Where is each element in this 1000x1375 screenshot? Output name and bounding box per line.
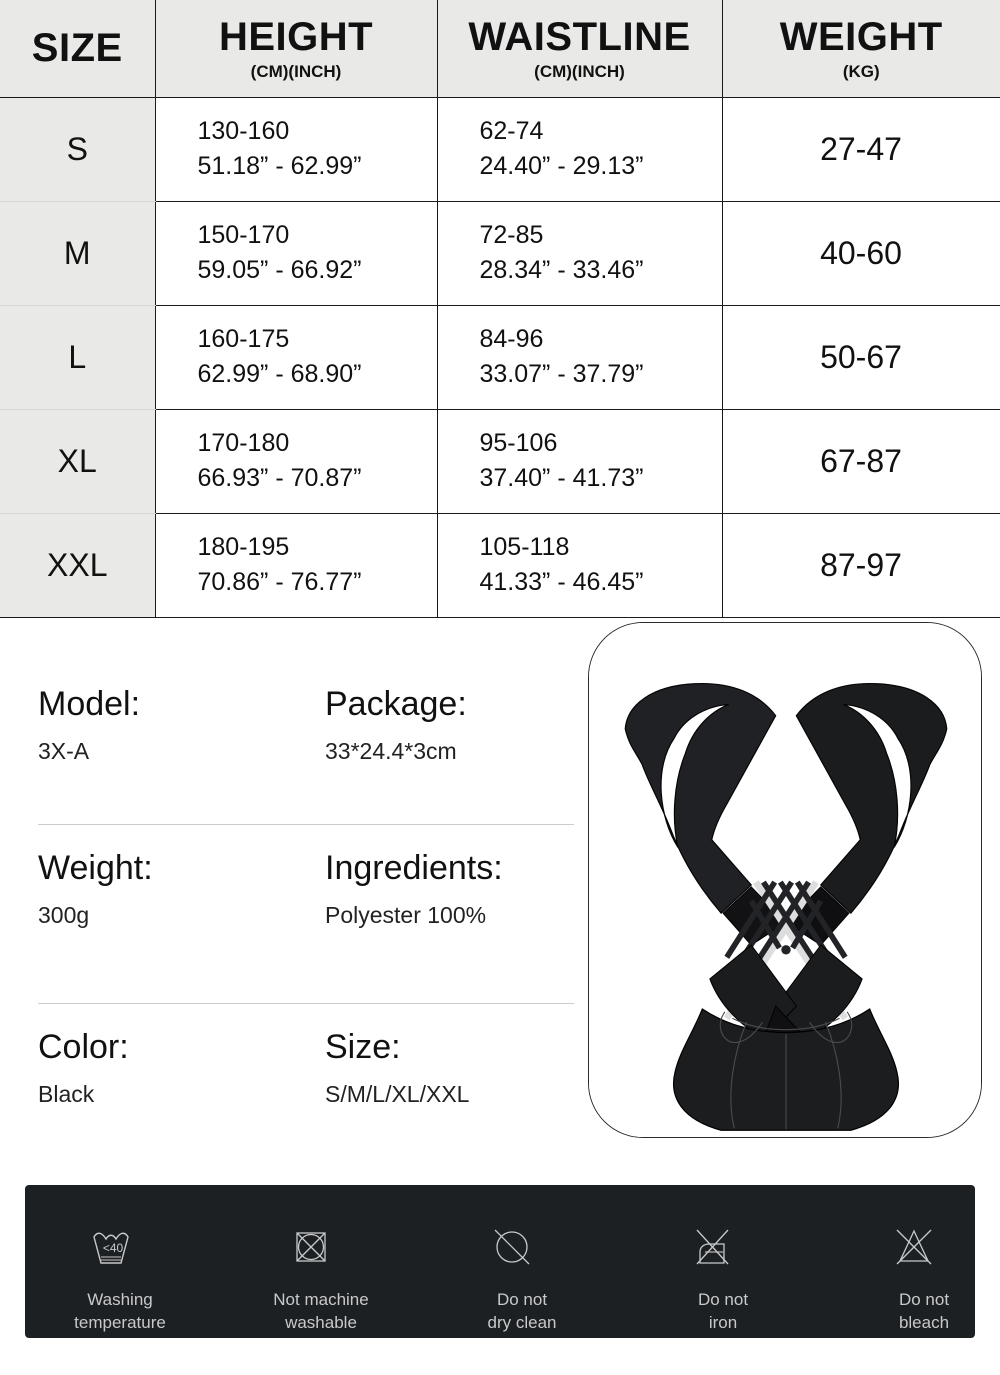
svg-text:<40: <40 (103, 1241, 124, 1255)
